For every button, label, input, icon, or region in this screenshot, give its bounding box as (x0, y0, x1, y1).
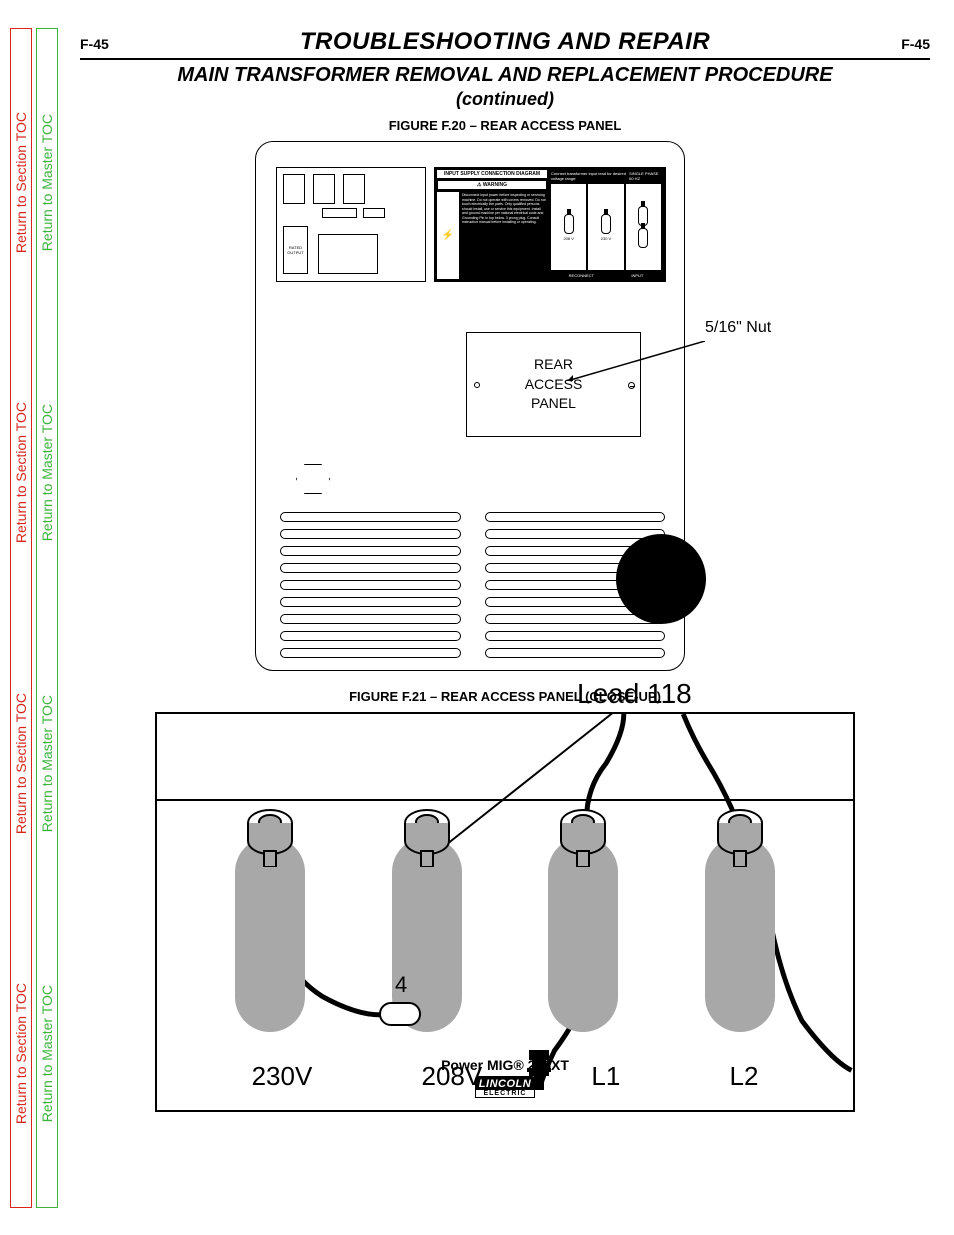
master-toc-column: Return to Master TOC Return to Master TO… (36, 28, 58, 1208)
master-toc-link[interactable]: Return to Master TOC (39, 695, 55, 832)
terminal-screw-icon (404, 809, 450, 867)
continued-label: (continued) (80, 89, 930, 110)
side-nav-tabs: Return to Section TOC Return to Section … (10, 28, 60, 1208)
figure1-caption: FIGURE F.20 – REAR ACCESS PANEL (80, 118, 930, 133)
brand-logo: LINCOLN (475, 1076, 535, 1098)
section-toc-link[interactable]: Return to Section TOC (13, 112, 29, 253)
figure2: Lead 118 (155, 712, 855, 1112)
section-title: TROUBLESHOOTING AND REPAIR (300, 28, 710, 56)
terminal-230v (225, 809, 315, 1055)
rating-plate: RATED OUTPUT (276, 167, 426, 282)
warning-icon: WARNING (437, 180, 547, 190)
cable-entry-hole (616, 534, 706, 624)
footer-model: Power MIG® 215XT (80, 1057, 930, 1073)
terminal-l2 (695, 809, 785, 1055)
screw-right (628, 382, 635, 389)
master-toc-link[interactable]: Return to Master TOC (39, 404, 55, 541)
subsection-title: MAIN TRANSFORMER REMOVAL AND REPLACEMENT… (80, 64, 930, 87)
section-toc-link[interactable]: Return to Section TOC (13, 983, 29, 1124)
callout-lead-label: Lead 118 (577, 678, 692, 710)
page-content: F-45 TROUBLESHOOTING AND REPAIR F-45 MAI… (80, 28, 930, 1112)
shock-icon: ⚡ (437, 192, 459, 279)
section-toc-column: Return to Section TOC Return to Section … (10, 28, 32, 1208)
section-toc-link[interactable]: Return to Section TOC (13, 402, 29, 543)
screw-left (474, 382, 480, 388)
master-toc-link[interactable]: Return to Master TOC (39, 114, 55, 251)
terminal-screw-icon (717, 809, 763, 867)
jumper-link (379, 1002, 421, 1026)
terminal-row (197, 809, 813, 1055)
callout-nut-label: 5/16" Nut (705, 319, 771, 337)
terminal-l1 (538, 809, 628, 1055)
terminal-screw-icon (560, 809, 606, 867)
page-ref-right: F-45 (901, 36, 930, 52)
vent-col-left (280, 512, 461, 658)
page-ref-left: F-45 (80, 36, 109, 52)
vent-grille (280, 512, 665, 658)
figure2-caption: FIGURE F.21 – REAR ACCESS PANEL (CLOSE-U… (80, 689, 930, 704)
figure1: RATED OUTPUT INPUT SUPPLY CONNECTION DIA… (185, 141, 825, 681)
terminal-screw-icon (247, 809, 293, 867)
rear-access-label: REARACCESSPANEL (525, 355, 583, 414)
page-footer: Power MIG® 215XT LINCOLN (80, 1057, 930, 1100)
rear-access-panel-box: REARACCESSPANEL (466, 332, 641, 437)
warning-label-plate: INPUT SUPPLY CONNECTION DIAGRAM WARNING … (434, 167, 666, 282)
master-toc-link[interactable]: Return to Master TOC (39, 985, 55, 1122)
jumper-link-number: 4 (395, 972, 407, 998)
hex-knockout (296, 464, 330, 494)
rear-panel-outline: RATED OUTPUT INPUT SUPPLY CONNECTION DIA… (255, 141, 685, 671)
page-header: F-45 TROUBLESHOOTING AND REPAIR F-45 (80, 28, 930, 60)
section-toc-link[interactable]: Return to Section TOC (13, 693, 29, 834)
